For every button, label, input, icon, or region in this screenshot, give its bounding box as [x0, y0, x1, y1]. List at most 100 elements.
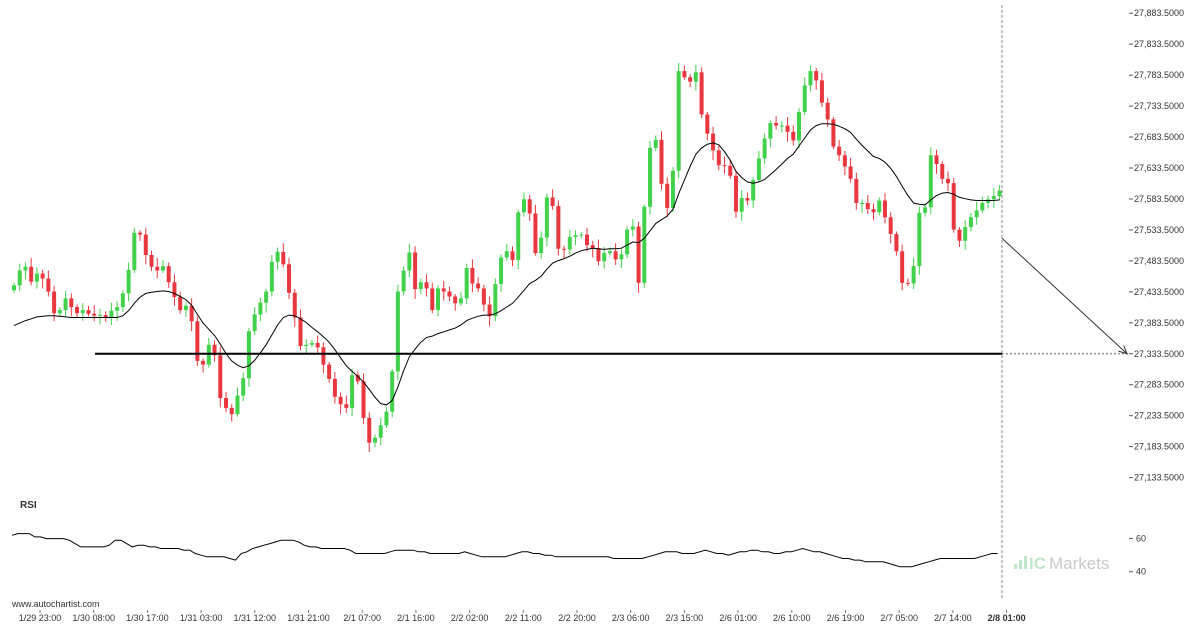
candle-up — [252, 314, 257, 332]
candle-down — [585, 234, 589, 246]
candle-up — [34, 273, 39, 282]
candle-down — [814, 71, 819, 81]
time-tick-label: 1/31 03:00 — [180, 613, 223, 623]
candle-down — [562, 248, 567, 250]
candle-up — [573, 235, 578, 238]
candle-up — [160, 266, 165, 271]
candle-up — [739, 198, 744, 212]
candle-up — [499, 257, 504, 285]
candle-down — [166, 266, 171, 283]
candle-down — [453, 296, 458, 304]
candle-down — [945, 178, 950, 184]
candle-down — [596, 248, 601, 262]
candle-up — [602, 253, 607, 262]
time-tick-label: 2/1 16:00 — [397, 613, 435, 623]
candle-down — [218, 355, 223, 399]
candle-down — [550, 197, 555, 207]
candle-down — [46, 278, 51, 292]
time-tick-label: 1/31 12:00 — [234, 613, 277, 623]
candle-up — [384, 411, 389, 426]
candle-up — [401, 270, 406, 292]
candle-down — [951, 183, 956, 230]
logo-bar-icon — [1024, 556, 1027, 569]
logo-bar-icon — [1014, 564, 1017, 569]
candle-down — [149, 255, 154, 267]
candle-up — [986, 199, 991, 203]
candle-up — [183, 305, 188, 311]
candle-down — [155, 266, 160, 271]
price-tick-label: 27,533.5000 — [1134, 225, 1184, 235]
candle-up — [464, 268, 469, 299]
candle-down — [470, 268, 475, 284]
candle-down — [699, 72, 704, 115]
logo-bar-icon — [1019, 560, 1022, 569]
candle-down — [212, 344, 217, 356]
rsi-tick-label: 60 — [1136, 534, 1146, 544]
candle-up — [923, 207, 928, 213]
time-tick-label: 2/7 05:00 — [880, 613, 918, 623]
candle-down — [613, 251, 618, 260]
candle-down — [338, 396, 343, 405]
candle-up — [619, 254, 624, 260]
candle-up — [539, 237, 544, 254]
candle-down — [52, 291, 57, 314]
candle-down — [476, 283, 481, 289]
candle-up — [762, 138, 767, 159]
candle-down — [103, 315, 108, 319]
candle-up — [372, 437, 377, 443]
rsi-line — [11, 533, 998, 568]
time-tick-label: 1/29 23:00 — [19, 613, 62, 623]
time-tick-label: 2/1 07:00 — [343, 613, 381, 623]
candle-down — [900, 251, 905, 283]
candle-up — [109, 310, 114, 319]
candle-up — [676, 71, 681, 171]
candle-up — [132, 232, 137, 270]
candle-down — [888, 217, 893, 234]
candle-down — [527, 199, 532, 214]
price-tick-label: 27,883.5000 — [1134, 8, 1184, 18]
candle-up — [407, 252, 412, 271]
candle-down — [281, 251, 286, 265]
candle-up — [17, 270, 22, 286]
candle-up — [642, 206, 647, 283]
candle-down — [224, 398, 229, 408]
candle-up — [928, 155, 933, 208]
candle-down — [825, 102, 830, 120]
candle-down — [957, 229, 962, 241]
candle-up — [751, 180, 756, 201]
candle-down — [831, 119, 836, 147]
candle-down — [69, 298, 74, 308]
rsi-title: RSI — [20, 500, 37, 511]
rsi-axis: 60 40 — [1129, 534, 1146, 577]
candle-up — [653, 139, 658, 148]
candle-down — [745, 198, 750, 201]
candle-up — [63, 298, 68, 311]
candle-down — [40, 273, 45, 279]
price-tick-label: 27,133.5000 — [1134, 473, 1184, 483]
price-tick-label: 27,483.5000 — [1134, 256, 1184, 266]
candle-down — [298, 317, 303, 347]
candle-down — [189, 305, 194, 322]
candle-up — [115, 307, 120, 311]
candle-up — [544, 197, 549, 238]
candle-up — [625, 229, 630, 255]
price-tick-label: 27,583.5000 — [1134, 194, 1184, 204]
candle-up — [390, 371, 395, 412]
candle-down — [178, 297, 183, 311]
candle-down — [332, 378, 337, 397]
candle-down — [481, 288, 486, 305]
price-tick-label: 27,733.5000 — [1134, 101, 1184, 111]
candle-down — [728, 165, 733, 176]
candle-down — [441, 288, 446, 292]
candle-up — [579, 234, 584, 236]
candle-down — [172, 282, 177, 298]
candle-down — [138, 232, 143, 235]
candle-up — [269, 261, 274, 292]
candle-up — [991, 196, 996, 200]
time-tick-label: 2/2 20:00 — [558, 613, 596, 623]
candle-down — [229, 407, 234, 415]
candle-down — [533, 213, 538, 254]
icmarkets-logo: IC Markets — [1014, 554, 1109, 573]
candle-down — [510, 251, 515, 260]
candle-up — [418, 282, 423, 290]
